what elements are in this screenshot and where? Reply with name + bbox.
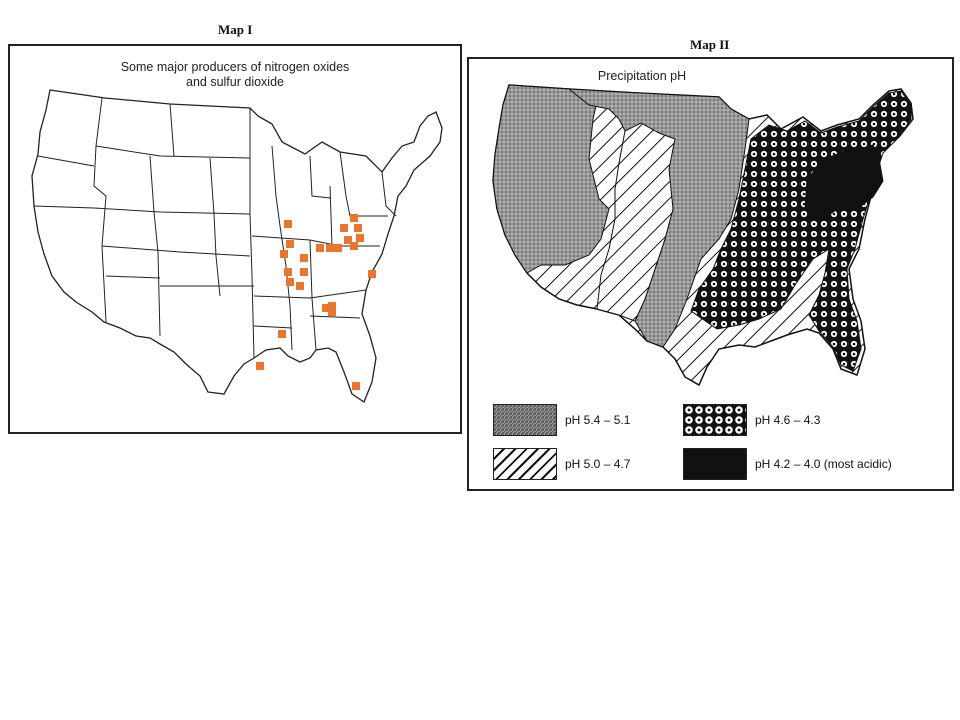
map1-panel: Some major producers of nitrogen oxides …: [8, 44, 462, 434]
producer-marker: [344, 236, 352, 244]
producer-marker: [322, 304, 330, 312]
map2-region-ph50-strip: [596, 122, 676, 322]
map2-region-ph54: [492, 84, 610, 274]
producer-marker: [286, 278, 294, 286]
producer-marker: [334, 244, 342, 252]
legend-item-ph42: pH 4.2 – 4.0 (most acidic): [683, 448, 892, 480]
map1-us-map: [31, 89, 443, 403]
legend-label-ph54: pH 5.4 – 5.1: [565, 413, 631, 427]
producer-marker: [300, 268, 308, 276]
map1-markers: [256, 214, 376, 390]
producer-marker: [256, 362, 264, 370]
swatch-solid-black: [683, 448, 747, 480]
producer-marker: [352, 382, 360, 390]
map2-panel: Precipitation pH: [467, 57, 954, 491]
producer-marker: [350, 242, 358, 250]
producer-marker: [278, 330, 286, 338]
producer-marker: [354, 224, 362, 232]
producer-marker: [280, 250, 288, 258]
swatch-dotted-gray: [493, 404, 557, 436]
producer-marker: [300, 254, 308, 262]
producer-marker: [296, 282, 304, 290]
producer-marker: [284, 268, 292, 276]
map1-title: Map I: [218, 22, 253, 37]
producer-marker: [284, 220, 292, 228]
producer-marker: [328, 308, 336, 316]
map2-us-map: [492, 84, 914, 387]
producer-marker: [316, 244, 324, 252]
producer-marker: [350, 214, 358, 222]
map1-caption-line2: and sulfur dioxide: [186, 75, 284, 89]
swatch-circles: [683, 404, 747, 436]
map1-caption-line1: Some major producers of nitrogen oxides: [120, 60, 350, 74]
producer-marker: [340, 224, 348, 232]
swatch-hatched: [493, 448, 557, 480]
producer-marker: [326, 244, 334, 252]
producer-marker: [328, 302, 336, 310]
legend-item-ph50: pH 5.0 – 4.7: [493, 448, 630, 480]
map2-region-ph42: [804, 144, 884, 224]
producer-marker: [356, 234, 364, 242]
map1-caption: Some major producers of nitrogen oxides …: [10, 60, 460, 90]
legend-item-ph54: pH 5.4 – 5.1: [493, 404, 630, 436]
legend-label-ph46: pH 4.6 – 4.3: [755, 413, 821, 427]
legend-label-ph42: pH 4.2 – 4.0 (most acidic): [755, 457, 892, 471]
legend-item-ph46: pH 4.6 – 4.3: [683, 404, 820, 436]
map1-state-lines: [33, 97, 397, 359]
map2-title: Map II: [690, 37, 730, 52]
legend-label-ph50: pH 5.0 – 4.7: [565, 457, 631, 471]
producer-marker: [368, 270, 376, 278]
producer-marker: [286, 240, 294, 248]
map1-us-outline: [31, 89, 443, 403]
map2-caption: Precipitation pH: [597, 69, 687, 83]
